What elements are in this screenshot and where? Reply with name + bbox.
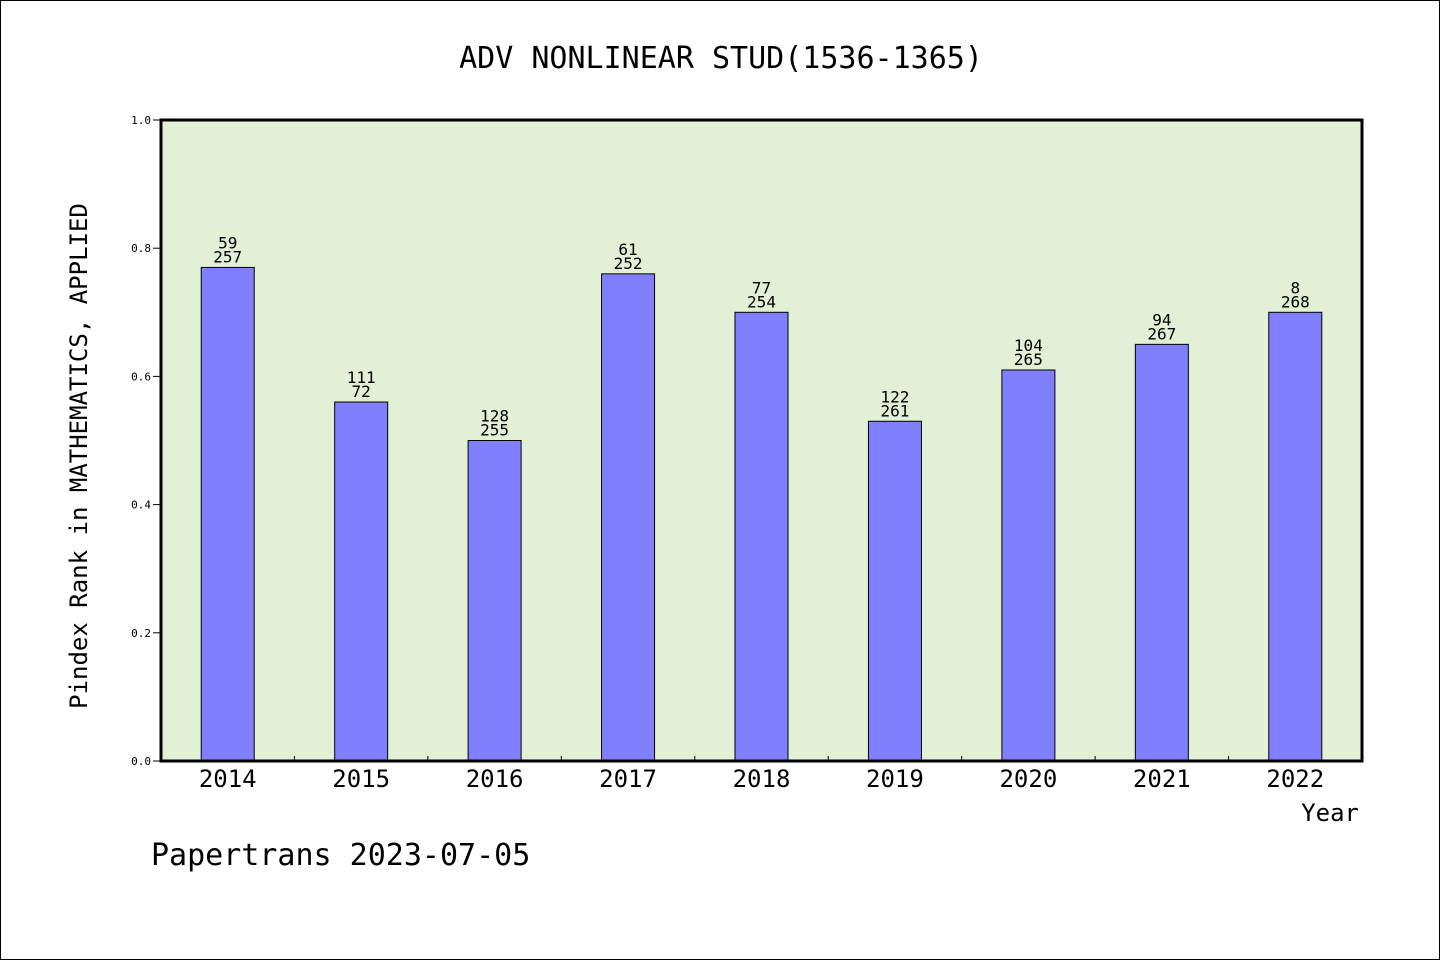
x-tick-label: 2022 xyxy=(1266,765,1324,793)
bar-label-top: 59 xyxy=(218,233,237,252)
x-axis-label: Year xyxy=(1301,799,1359,827)
bar-label-bottom: 72 xyxy=(352,382,371,401)
y-tick-label: 0.8 xyxy=(131,242,151,255)
x-axis: 2014 2015 2016 2017 2018 2019 2020 2021 2022 xyxy=(199,756,1324,793)
bar-label-top: 122 xyxy=(880,387,909,406)
bar-2015 xyxy=(334,401,389,762)
footer-credit: Papertrans 2023-07-05 xyxy=(151,838,530,873)
plot-frame xyxy=(159,118,1364,763)
bar-label-bottom: 267 xyxy=(1147,324,1176,343)
x-tick-label: 2014 xyxy=(199,765,257,793)
bar-2018 xyxy=(734,311,789,762)
y-tick-label: 0.2 xyxy=(131,627,151,640)
bar-label-top: 128 xyxy=(480,407,509,426)
bar-2022 xyxy=(1268,311,1323,762)
chart-title: ADV NONLINEAR STUD(1536-1365) xyxy=(459,41,983,76)
bar-label-bottom: 254 xyxy=(747,292,776,311)
y-tick-label: 0.6 xyxy=(131,370,151,383)
bar-label-top: 77 xyxy=(752,278,771,297)
bars-group xyxy=(200,266,1323,762)
y-tick-label: 0.0 xyxy=(131,755,151,768)
bar-2014 xyxy=(200,266,255,762)
bar-2017 xyxy=(601,273,656,762)
bar-label-top: 61 xyxy=(618,240,637,259)
bar-2021 xyxy=(1134,343,1189,762)
bar-label-bottom: 261 xyxy=(880,401,909,420)
bar-label-bottom: 255 xyxy=(480,421,509,440)
bar-label-top: 8 xyxy=(1290,278,1300,297)
x-tick-label: 2016 xyxy=(466,765,524,793)
y-tick-label: 1.0 xyxy=(131,114,151,127)
y-axis-label: Pindex Rank in MATHEMATICS, APPLIED xyxy=(65,203,93,709)
x-tick-label: 2015 xyxy=(332,765,390,793)
bar-label-top: 94 xyxy=(1152,310,1171,329)
y-tick-label: 0.4 xyxy=(131,499,151,512)
bar-label-top: 111 xyxy=(347,368,376,387)
x-tick-label: 2020 xyxy=(999,765,1057,793)
bar-2016 xyxy=(467,440,522,762)
bar-2020 xyxy=(1001,369,1056,762)
bar-label-bottom: 252 xyxy=(614,254,643,273)
bar-label-bottom: 257 xyxy=(213,247,242,266)
x-tick-label: 2017 xyxy=(599,765,657,793)
bar-label-bottom: 268 xyxy=(1281,292,1310,311)
y-axis: 0.0 0.2 0.4 0.6 0.8 1.0 xyxy=(131,114,161,768)
bar-label-top: 104 xyxy=(1014,336,1043,355)
bar-2019 xyxy=(867,420,922,762)
x-tick-label: 2019 xyxy=(866,765,924,793)
x-tick-label: 2021 xyxy=(1133,765,1191,793)
x-tick-label: 2018 xyxy=(733,765,791,793)
bar-label-bottom: 265 xyxy=(1014,350,1043,369)
